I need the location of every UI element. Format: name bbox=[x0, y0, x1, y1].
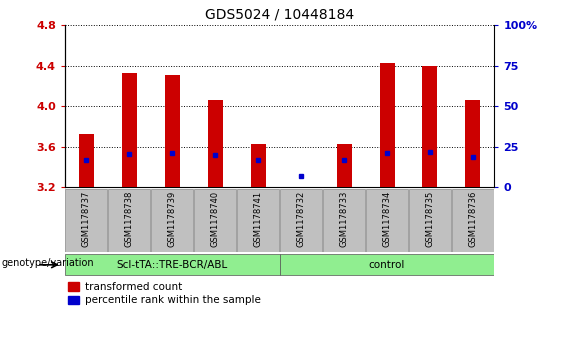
Bar bbox=[280, 189, 321, 252]
Bar bbox=[423, 66, 437, 187]
Bar bbox=[323, 189, 364, 252]
Text: GSM1178733: GSM1178733 bbox=[340, 191, 349, 248]
Bar bbox=[452, 189, 493, 252]
Bar bbox=[79, 134, 94, 187]
Bar bbox=[66, 189, 107, 252]
Bar bbox=[66, 254, 280, 276]
Text: control: control bbox=[369, 260, 405, 270]
Text: GSM1178732: GSM1178732 bbox=[297, 191, 306, 247]
Text: GSM1178738: GSM1178738 bbox=[125, 191, 134, 248]
Bar bbox=[194, 189, 236, 252]
Bar bbox=[409, 189, 450, 252]
Bar bbox=[68, 296, 79, 304]
Text: Scl-tTA::TRE-BCR/ABL: Scl-tTA::TRE-BCR/ABL bbox=[117, 260, 228, 270]
Bar bbox=[108, 189, 150, 252]
Text: percentile rank within the sample: percentile rank within the sample bbox=[85, 295, 260, 305]
Bar bbox=[466, 100, 480, 187]
Bar bbox=[337, 143, 351, 187]
Text: transformed count: transformed count bbox=[85, 282, 182, 291]
Text: GSM1178739: GSM1178739 bbox=[168, 191, 177, 247]
Bar bbox=[380, 63, 394, 187]
Bar bbox=[208, 100, 223, 187]
Title: GDS5024 / 10448184: GDS5024 / 10448184 bbox=[205, 8, 354, 21]
Bar bbox=[122, 73, 137, 187]
Text: GSM1178741: GSM1178741 bbox=[254, 191, 263, 247]
Text: GSM1178737: GSM1178737 bbox=[82, 191, 91, 248]
Bar bbox=[366, 189, 407, 252]
Bar bbox=[251, 143, 266, 187]
Bar bbox=[165, 75, 180, 187]
Text: GSM1178740: GSM1178740 bbox=[211, 191, 220, 247]
Bar bbox=[68, 282, 79, 291]
Text: GSM1178736: GSM1178736 bbox=[468, 191, 477, 248]
Text: GSM1178735: GSM1178735 bbox=[425, 191, 434, 247]
Text: genotype/variation: genotype/variation bbox=[1, 258, 94, 268]
Bar bbox=[280, 254, 494, 276]
Text: GSM1178734: GSM1178734 bbox=[383, 191, 392, 247]
Bar bbox=[237, 189, 279, 252]
Bar bbox=[151, 189, 193, 252]
